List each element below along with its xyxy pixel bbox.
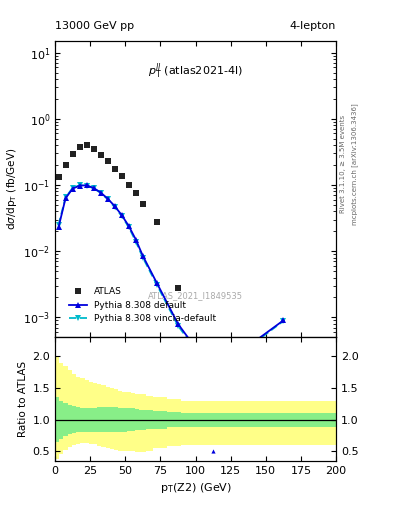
Pythia 8.308 default xyxy=(70,186,75,192)
Pythia 8.308 vincia-default xyxy=(281,318,286,324)
Y-axis label: d$\sigma$/dp$_\mathrm{T}$ (fb/GeV): d$\sigma$/dp$_\mathrm{T}$ (fb/GeV) xyxy=(5,148,19,230)
Line: Pythia 8.308 default: Pythia 8.308 default xyxy=(56,182,286,375)
ATLAS xyxy=(105,158,110,164)
Pythia 8.308 vincia-default xyxy=(63,195,68,201)
Pythia 8.308 vincia-default xyxy=(127,224,131,230)
Pythia 8.308 default xyxy=(112,203,117,209)
Pythia 8.308 vincia-default xyxy=(112,204,117,210)
Pythia 8.308 vincia-default xyxy=(105,196,110,202)
ATLAS xyxy=(77,143,82,150)
Pythia 8.308 vincia-default xyxy=(84,182,89,188)
Pythia 8.308 default xyxy=(77,182,82,188)
Pythia 8.308 vincia-default xyxy=(70,185,75,191)
Pythia 8.308 vincia-default xyxy=(91,185,96,191)
ATLAS xyxy=(119,173,124,179)
Text: Rivet 3.1.10, ≥ 3.5M events: Rivet 3.1.10, ≥ 3.5M events xyxy=(340,115,346,213)
Pythia 8.308 default xyxy=(56,224,61,230)
Pythia 8.308 vincia-default xyxy=(176,323,180,329)
ATLAS xyxy=(140,201,145,207)
Y-axis label: Ratio to ATLAS: Ratio to ATLAS xyxy=(18,361,28,437)
Pythia 8.308 default xyxy=(127,223,131,229)
Pythia 8.308 default xyxy=(84,182,89,188)
Text: 4-lepton: 4-lepton xyxy=(290,20,336,31)
ATLAS xyxy=(98,153,103,159)
Pythia 8.308 vincia-default xyxy=(119,213,124,219)
Pythia 8.308 vincia-default xyxy=(134,239,138,245)
Line: ATLAS: ATLAS xyxy=(55,142,269,355)
X-axis label: p$_\mathrm{T}$(Z2) (GeV): p$_\mathrm{T}$(Z2) (GeV) xyxy=(160,481,231,495)
ATLAS xyxy=(127,182,131,188)
ATLAS xyxy=(176,285,180,291)
ATLAS xyxy=(112,166,117,172)
Pythia 8.308 default xyxy=(63,195,68,201)
ATLAS xyxy=(263,349,268,355)
ATLAS xyxy=(56,175,61,181)
Pythia 8.308 vincia-default xyxy=(140,254,145,261)
ATLAS xyxy=(84,142,89,148)
Pythia 8.308 vincia-default xyxy=(98,190,103,196)
Pythia 8.308 vincia-default xyxy=(77,182,82,188)
Text: ATLAS_2021_I1849535: ATLAS_2021_I1849535 xyxy=(148,291,243,301)
Pythia 8.308 vincia-default xyxy=(211,371,215,377)
Pythia 8.308 default xyxy=(134,237,138,243)
ATLAS xyxy=(134,190,138,196)
Legend: ATLAS, Pythia 8.308 default, Pythia 8.308 vincia-default: ATLAS, Pythia 8.308 default, Pythia 8.30… xyxy=(65,284,220,327)
ATLAS xyxy=(154,219,159,225)
Pythia 8.308 default xyxy=(176,321,180,327)
Pythia 8.308 default xyxy=(98,189,103,196)
Line: Pythia 8.308 vincia-default: Pythia 8.308 vincia-default xyxy=(56,182,286,377)
Pythia 8.308 default xyxy=(105,196,110,202)
Text: $p_\mathrm{T}^{ll}$ (atlas2021-4l): $p_\mathrm{T}^{ll}$ (atlas2021-4l) xyxy=(148,62,243,81)
Text: mcplots.cern.ch [arXiv:1306.3436]: mcplots.cern.ch [arXiv:1306.3436] xyxy=(352,103,358,225)
Text: 13000 GeV pp: 13000 GeV pp xyxy=(55,20,134,31)
Pythia 8.308 default xyxy=(91,185,96,191)
Pythia 8.308 vincia-default xyxy=(154,282,159,288)
ATLAS xyxy=(211,349,215,355)
Pythia 8.308 default xyxy=(154,280,159,286)
Pythia 8.308 default xyxy=(211,369,215,375)
ATLAS xyxy=(70,152,75,158)
Pythia 8.308 default xyxy=(281,317,286,324)
ATLAS xyxy=(63,162,68,168)
Pythia 8.308 default xyxy=(140,253,145,259)
Pythia 8.308 vincia-default xyxy=(56,222,61,228)
Pythia 8.308 default xyxy=(119,212,124,218)
ATLAS xyxy=(91,146,96,152)
